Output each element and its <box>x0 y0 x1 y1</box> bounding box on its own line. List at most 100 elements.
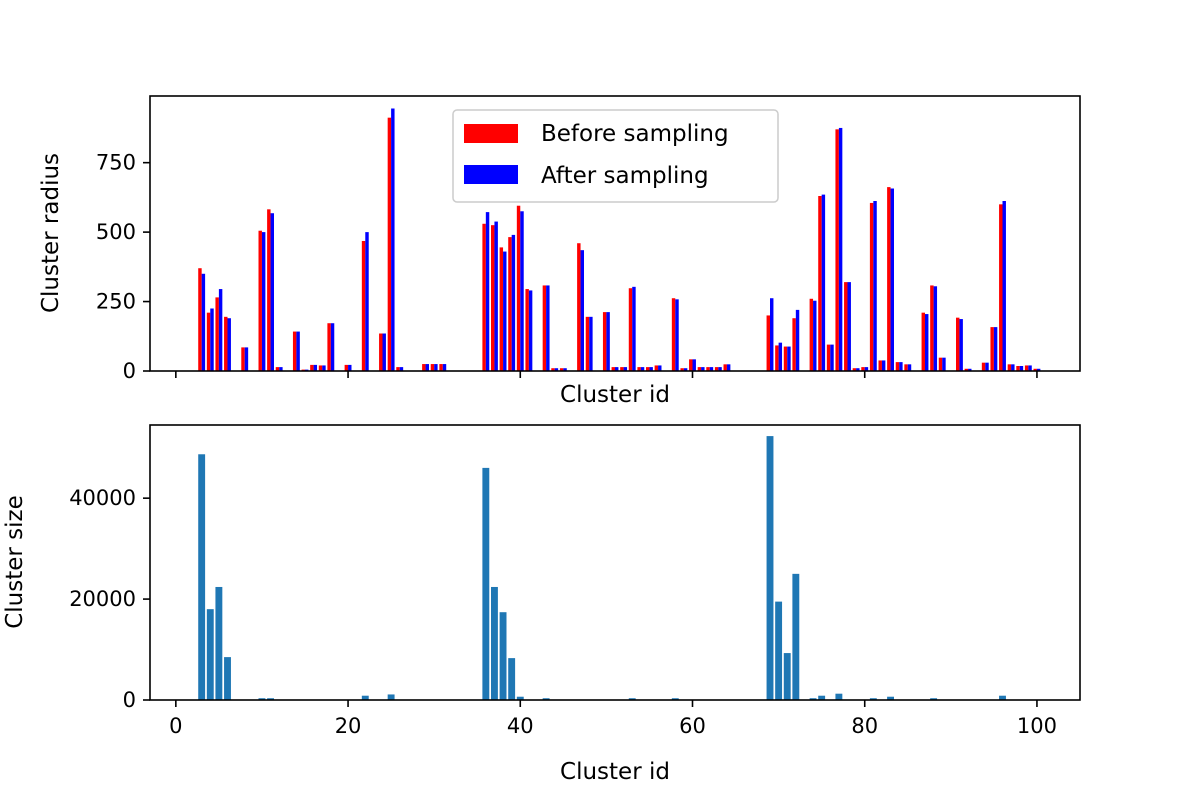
radius-bar-series0-cluster-99 <box>1024 365 1029 371</box>
radius-bar-series1-cluster-6 <box>227 318 231 371</box>
radius-bar-series0-cluster-85 <box>904 364 908 371</box>
size-y-axis-label: Cluster size <box>2 495 28 629</box>
size-bar-cluster-39 <box>508 658 516 700</box>
radius-bar-series0-cluster-45 <box>559 368 564 371</box>
size-bar-cluster-11 <box>267 698 274 700</box>
radius-bar-series1-cluster-56 <box>658 365 662 371</box>
radius-bar-series0-cluster-74 <box>809 298 814 371</box>
radius-bar-series1-cluster-99 <box>1028 365 1032 371</box>
radius-bar-series0-cluster-29 <box>422 364 426 371</box>
radius-bar-series1-cluster-54 <box>640 367 645 371</box>
size-bars <box>198 436 1006 700</box>
radius-bar-series0-cluster-81 <box>869 202 874 371</box>
radius-bar-series1-cluster-39 <box>511 234 516 371</box>
radius-bar-series1-cluster-16 <box>313 364 318 371</box>
radius-bar-series0-cluster-31 <box>439 364 443 371</box>
radius-bar-series1-cluster-94 <box>985 362 989 371</box>
radius-bar-series0-cluster-44 <box>551 368 555 371</box>
radius-bar-series1-cluster-55 <box>649 367 653 371</box>
radius-bar-series1-cluster-24 <box>382 333 386 371</box>
radius-bar-series0-cluster-41 <box>525 289 529 371</box>
radius-bar-series1-cluster-75 <box>821 194 826 371</box>
radius-bar-series1-cluster-3 <box>201 273 206 371</box>
radius-bar-series0-cluster-3 <box>198 268 202 371</box>
radius-bar-series0-cluster-5 <box>215 297 219 371</box>
radius-bar-series0-cluster-24 <box>379 333 383 371</box>
legend-swatch-after <box>464 165 518 184</box>
size-bar-cluster-58 <box>671 698 679 700</box>
radius-bar-series0-cluster-98 <box>1016 366 1020 371</box>
radius-bar-series1-cluster-36 <box>485 212 490 371</box>
radius-bar-series0-cluster-6 <box>224 316 228 371</box>
radius-y-tick-label-250: 250 <box>96 290 136 314</box>
radius-bar-series0-cluster-96 <box>999 204 1003 371</box>
radius-bar-series0-cluster-12 <box>275 367 280 371</box>
radius-bar-series0-cluster-4 <box>206 312 211 371</box>
radius-bar-series0-cluster-76 <box>826 344 831 371</box>
radius-bar-series1-cluster-44 <box>554 368 559 371</box>
radius-bar-series0-cluster-80 <box>861 367 865 371</box>
radius-bar-series1-cluster-20 <box>348 364 352 371</box>
radius-bar-series1-cluster-72 <box>795 309 800 371</box>
size-bar-cluster-36 <box>482 467 490 700</box>
radius-bar-series0-cluster-59 <box>680 368 684 371</box>
size-bar-cluster-38 <box>499 612 507 700</box>
radius-chart: 0 250 500 750 Cluster id Cluster radius Bef… <box>38 95 1081 408</box>
radius-bar-series0-cluster-75 <box>818 196 822 371</box>
size-bar-cluster-81 <box>869 698 877 700</box>
size-bar-cluster-96 <box>999 695 1006 700</box>
size-x-axis-label: Cluster id <box>560 759 670 785</box>
size-y-tick-label-0: 0 <box>123 688 136 712</box>
radius-bar-series1-cluster-85 <box>907 364 912 371</box>
size-chart: 0 20 40 60 80 100 0 20000 40000 Cluster id Clus… <box>2 424 1081 785</box>
radius-bar-series0-cluster-52 <box>620 367 624 371</box>
radius-bar-series0-cluster-20 <box>344 364 349 371</box>
radius-bar-series1-cluster-87 <box>925 314 929 371</box>
radius-bar-series0-cluster-89 <box>938 357 943 371</box>
size-bar-cluster-10 <box>258 698 266 700</box>
size-x-tick-label-100: 100 <box>1017 714 1057 738</box>
radius-bar-series1-cluster-79 <box>856 368 860 371</box>
radius-bar-series1-cluster-5 <box>218 289 223 371</box>
size-y-ticks: 0 20000 40000 <box>69 486 150 712</box>
radius-bar-series0-cluster-79 <box>852 368 857 371</box>
radius-bar-series0-cluster-18 <box>327 323 331 371</box>
radius-bar-series0-cluster-43 <box>542 285 547 371</box>
size-bar-cluster-88 <box>930 698 938 700</box>
radius-bar-series1-cluster-71 <box>787 346 791 371</box>
radius-bar-series0-cluster-63 <box>714 367 719 371</box>
radius-bar-series0-cluster-95 <box>990 327 994 371</box>
radius-bar-series0-cluster-91 <box>956 317 960 371</box>
radius-bar-series1-cluster-26 <box>399 367 404 371</box>
size-bar-cluster-22 <box>361 695 369 700</box>
radius-bar-series1-cluster-97 <box>1011 364 1015 371</box>
radius-bar-series0-cluster-71 <box>783 346 788 371</box>
radius-bar-series0-cluster-47 <box>577 243 581 371</box>
size-bar-cluster-43 <box>542 698 550 700</box>
size-bar-cluster-6 <box>224 657 231 700</box>
size-y-tick-label-40000: 40000 <box>69 486 136 510</box>
radius-bar-series1-cluster-81 <box>873 201 877 371</box>
size-x-tick-label-60: 60 <box>679 714 706 738</box>
size-bar-cluster-25 <box>387 694 395 700</box>
size-bar-cluster-69 <box>766 436 774 700</box>
radius-bar-series0-cluster-55 <box>646 367 650 371</box>
size-bar-cluster-37 <box>491 586 498 700</box>
radius-bar-series1-cluster-76 <box>830 344 834 371</box>
radius-bar-series1-cluster-88 <box>933 286 938 371</box>
radius-bar-series0-cluster-50 <box>602 312 607 371</box>
size-bar-cluster-3 <box>198 454 206 700</box>
radius-bar-series1-cluster-53 <box>632 286 636 371</box>
radius-bar-series0-cluster-70 <box>775 345 779 371</box>
radius-y-tick-label-0: 0 <box>123 359 136 383</box>
radius-bar-series1-cluster-60 <box>692 359 696 371</box>
radius-bar-series0-cluster-60 <box>689 359 693 371</box>
radius-bar-series1-cluster-51 <box>615 367 619 371</box>
size-bar-cluster-4 <box>206 609 214 700</box>
radius-bar-series1-cluster-78 <box>847 282 851 371</box>
radius-bar-series1-cluster-95 <box>993 327 998 371</box>
size-bar-cluster-83 <box>887 696 894 700</box>
radius-bar-series0-cluster-77 <box>835 129 839 371</box>
radius-bar-series0-cluster-17 <box>318 365 323 371</box>
